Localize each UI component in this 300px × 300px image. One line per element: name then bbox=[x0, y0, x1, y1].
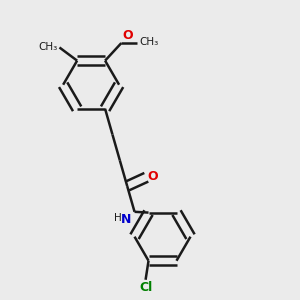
Text: H: H bbox=[114, 213, 121, 223]
Text: CH₃: CH₃ bbox=[139, 37, 158, 47]
Text: O: O bbox=[122, 29, 133, 42]
Text: N: N bbox=[121, 213, 131, 226]
Text: CH₃: CH₃ bbox=[39, 42, 58, 52]
Text: O: O bbox=[148, 170, 158, 183]
Text: Cl: Cl bbox=[139, 281, 152, 294]
